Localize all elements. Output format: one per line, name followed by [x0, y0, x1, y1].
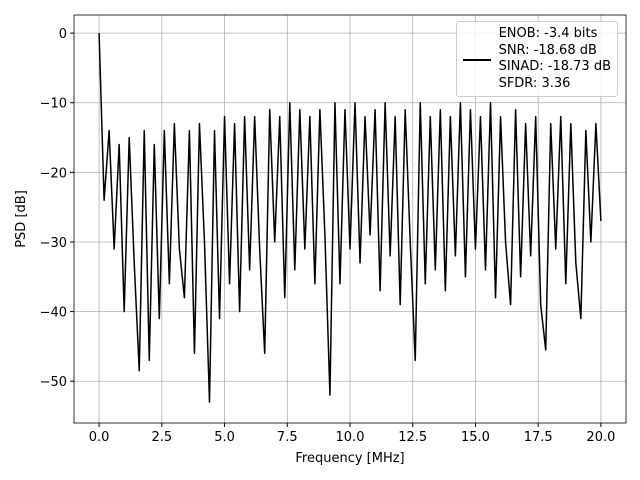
y-tick-label: −20	[40, 166, 67, 181]
x-tick-label: 17.5	[524, 430, 553, 445]
legend-label: ENOB: -3.4 bits SNR: -18.68 dB SINAD: -1…	[498, 26, 611, 91]
line-series	[98, 33, 602, 403]
legend-swatch	[462, 59, 491, 61]
y-tick-label: −10	[40, 97, 67, 112]
legend: ENOB: -3.4 bits SNR: -18.68 dB SINAD: -1…	[455, 21, 618, 97]
x-tick-label: 5.0	[214, 430, 235, 445]
x-tick-label: 10.0	[336, 430, 365, 445]
x-axis-label: Frequency [MHz]	[295, 451, 404, 466]
x-tick-label: 20.0	[586, 430, 615, 445]
y-axis-label: PSD [dB]	[14, 190, 29, 248]
plot-frame	[73, 14, 627, 424]
x-tick-label: 7.5	[277, 430, 298, 445]
x-tick-label: 0.0	[89, 430, 110, 445]
y-tick-label: 0	[59, 27, 67, 42]
x-tick-label: 15.0	[461, 430, 490, 445]
y-tick-label: −50	[40, 375, 67, 390]
y-tick-label: −30	[40, 236, 67, 251]
x-tick-label: 2.5	[151, 430, 172, 445]
x-tick-label: 12.5	[398, 430, 427, 445]
y-tick-label: −40	[40, 306, 67, 321]
